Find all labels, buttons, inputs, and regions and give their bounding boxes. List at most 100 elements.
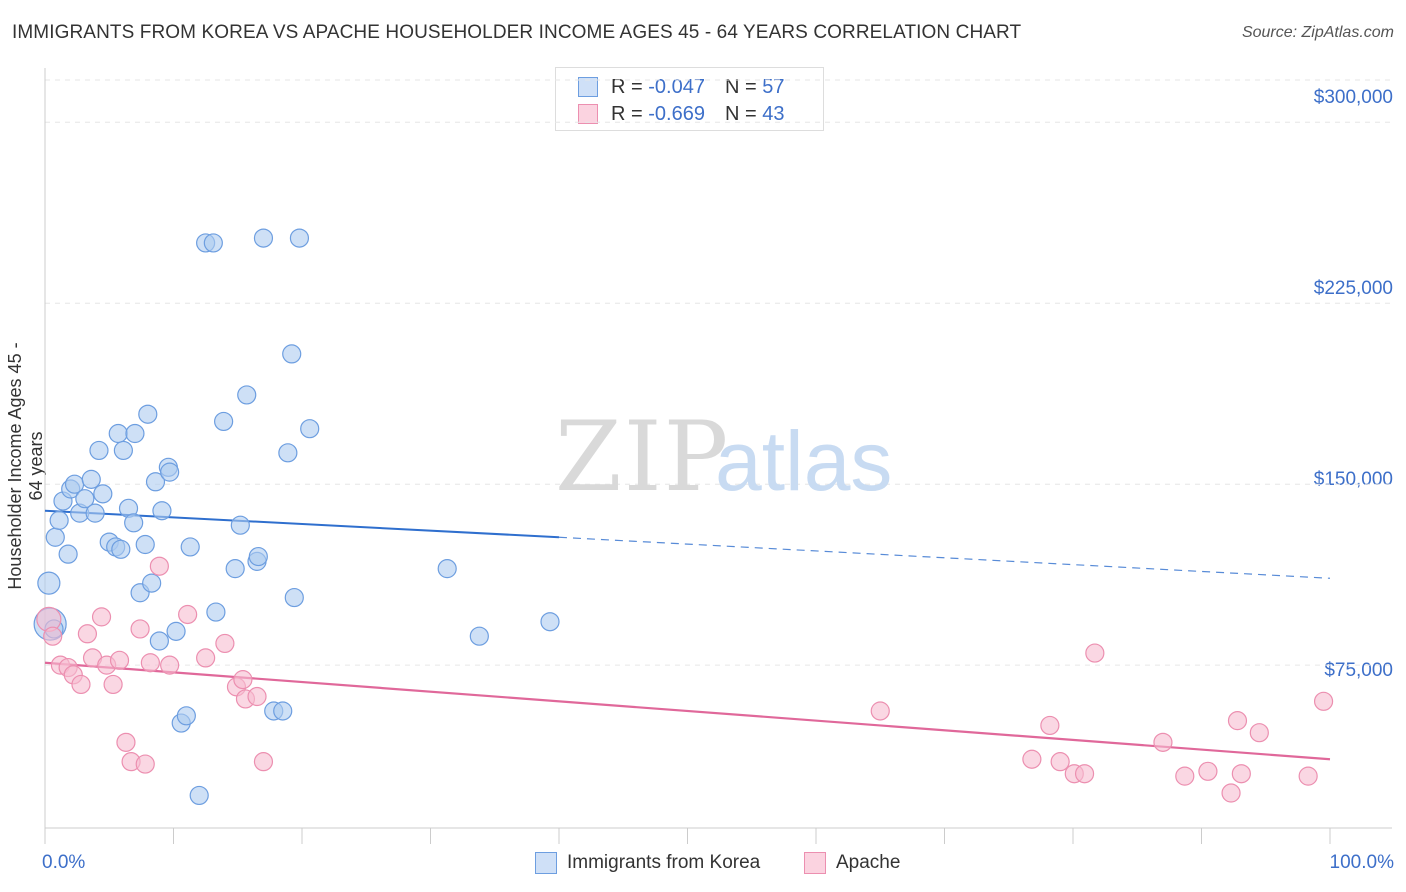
point-korea	[108, 423, 128, 444]
point-apache	[1050, 752, 1070, 772]
point-korea	[166, 621, 186, 641]
point-korea	[89, 440, 109, 461]
point-korea	[142, 573, 162, 593]
grid	[45, 79, 1392, 666]
axes	[44, 68, 1392, 844]
point-apache	[149, 556, 169, 576]
point-korea	[540, 612, 560, 632]
legend-row-korea: R = -0.047 N = 57	[578, 75, 784, 99]
point-apache	[135, 754, 155, 774]
legend-n-label: N =	[724, 102, 757, 125]
point-korea	[180, 537, 200, 557]
point-korea	[225, 559, 245, 579]
point-apache	[253, 752, 274, 772]
correlation-legend: R = -0.047 N = 57 R = -0.669 N = 43	[555, 67, 824, 131]
point-apache	[1153, 732, 1173, 752]
point-korea	[284, 587, 304, 608]
point-apache	[196, 648, 216, 668]
point-apache	[140, 653, 160, 673]
point-apache	[1074, 764, 1095, 784]
point-korea	[145, 472, 166, 492]
point-korea	[113, 440, 133, 461]
legend-n-value-korea: 57	[762, 75, 785, 98]
legend-r-value-korea: -0.047	[648, 75, 705, 98]
point-korea	[300, 419, 320, 439]
chart-source: Source: ZipAtlas.com	[1241, 24, 1394, 41]
legend-swatch-apache	[578, 104, 598, 124]
point-korea	[273, 701, 293, 721]
point-korea	[253, 228, 274, 248]
point-korea	[152, 501, 172, 521]
trend-line-apache	[44, 661, 1331, 761]
point-korea	[37, 571, 61, 595]
point-korea	[160, 462, 180, 482]
point-apache	[1198, 761, 1218, 781]
point-apache	[1227, 711, 1248, 731]
point-korea	[93, 484, 113, 504]
point-apache	[1221, 783, 1241, 803]
point-korea	[75, 489, 95, 509]
point-korea	[58, 544, 78, 564]
point-korea	[138, 404, 158, 424]
point-apache	[1040, 715, 1060, 736]
legend-n-label: N =	[724, 75, 757, 98]
legend-r-label: R =	[611, 102, 643, 125]
watermark-zip: ZIP	[555, 401, 730, 513]
legend-item-korea: Immigrants from Korea	[535, 852, 760, 874]
point-apache	[160, 655, 180, 675]
point-apache	[91, 607, 112, 627]
point-apache	[77, 624, 98, 644]
trend-lines	[44, 509, 1331, 761]
legend-row-apache: R = -0.669 N = 43	[578, 102, 784, 126]
series-legend: Immigrants from Korea Apache	[0, 852, 1406, 878]
point-korea	[248, 546, 268, 567]
point-apache	[1175, 766, 1195, 786]
point-korea	[289, 228, 310, 248]
legend-label-apache: Apache	[836, 852, 901, 873]
point-korea	[124, 513, 144, 533]
legend-swatch-apache	[804, 852, 826, 874]
y-tick-label: $150,000	[1313, 469, 1393, 490]
legend-label-korea: Immigrants from Korea	[567, 852, 761, 873]
point-korea	[437, 559, 457, 579]
point-apache	[116, 732, 136, 752]
point-apache	[109, 650, 130, 670]
legend-item-apache: Apache	[804, 852, 900, 874]
point-korea	[214, 411, 234, 432]
chart-title: IMMIGRANTS FROM KOREA VS APACHE HOUSEHOL…	[12, 22, 1022, 43]
point-apache	[1313, 691, 1334, 711]
point-apache	[1249, 723, 1269, 743]
point-apache	[103, 674, 123, 695]
point-apache	[71, 674, 91, 695]
point-apache	[178, 604, 198, 625]
legend-r-label: R =	[611, 75, 643, 98]
point-korea	[206, 602, 226, 622]
point-korea	[469, 626, 489, 646]
point-korea	[176, 706, 196, 726]
watermark-atlas: atlas	[715, 414, 892, 508]
point-apache	[247, 686, 267, 707]
point-korea	[149, 631, 169, 651]
y-tick-label: $225,000	[1313, 278, 1393, 299]
legend-r-value-apache: -0.669	[648, 102, 705, 125]
point-korea	[203, 233, 223, 253]
point-apache	[870, 701, 890, 721]
point-korea	[49, 510, 69, 530]
point-apache	[215, 633, 235, 654]
x-tick-label: 100.0%	[1329, 852, 1394, 873]
legend-n-value-apache: 43	[762, 102, 785, 125]
point-korea	[189, 785, 209, 806]
point-korea	[111, 539, 131, 559]
trend-line-korea-extrapolated	[558, 536, 1331, 579]
point-apache	[1022, 749, 1042, 769]
y-tick-label: $300,000	[1313, 87, 1393, 108]
data-points	[33, 228, 1334, 806]
point-apache	[43, 626, 63, 646]
x-tick-label: 0.0%	[42, 852, 86, 873]
point-korea	[85, 503, 105, 523]
point-korea	[278, 443, 298, 463]
point-korea	[81, 469, 101, 489]
point-korea	[135, 534, 155, 555]
legend-swatch-korea	[535, 852, 557, 874]
